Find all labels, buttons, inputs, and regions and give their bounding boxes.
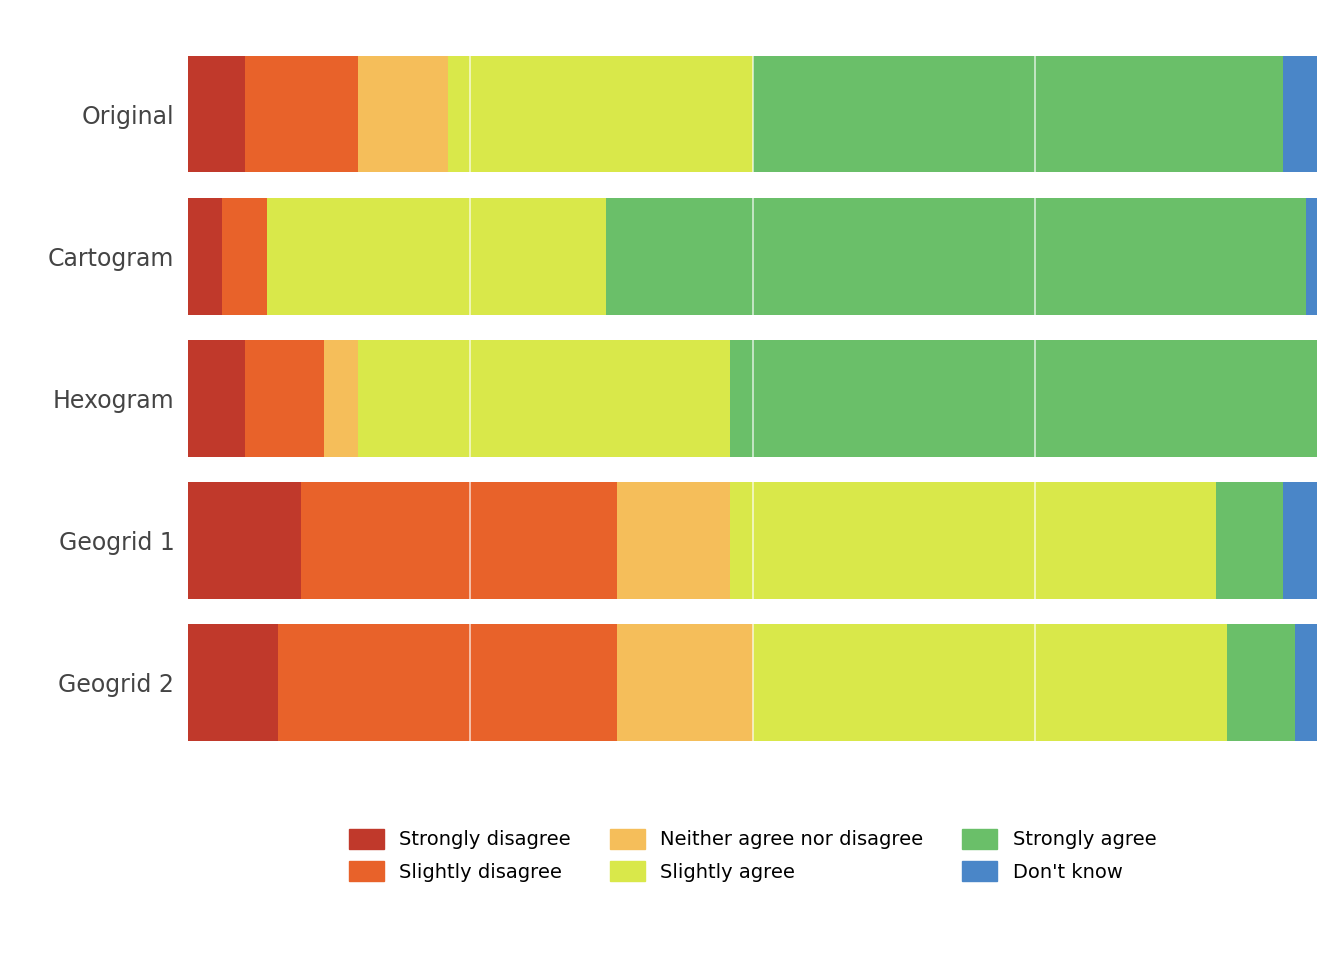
Bar bbox=[1306, 198, 1317, 315]
Bar bbox=[188, 340, 245, 457]
Bar bbox=[188, 624, 278, 741]
Bar bbox=[324, 340, 358, 457]
Bar bbox=[188, 482, 301, 599]
Bar bbox=[1294, 624, 1317, 741]
Bar bbox=[448, 56, 753, 173]
Bar bbox=[1227, 624, 1294, 741]
Bar bbox=[245, 340, 324, 457]
Bar bbox=[278, 624, 617, 741]
Bar bbox=[1284, 56, 1317, 173]
Bar bbox=[301, 482, 617, 599]
Bar bbox=[222, 198, 267, 315]
Bar bbox=[245, 56, 358, 173]
Bar bbox=[358, 340, 730, 457]
Bar bbox=[358, 56, 448, 173]
Bar bbox=[617, 624, 753, 741]
Bar bbox=[753, 56, 1284, 173]
Bar bbox=[1284, 482, 1317, 599]
Bar bbox=[753, 624, 1227, 741]
Bar bbox=[730, 340, 1317, 457]
Bar bbox=[267, 198, 606, 315]
Bar bbox=[606, 198, 1306, 315]
Bar bbox=[188, 56, 245, 173]
Bar bbox=[188, 198, 222, 315]
Bar bbox=[1215, 482, 1284, 599]
Legend: Strongly disagree, Slightly disagree, Neither agree nor disagree, Slightly agree: Strongly disagree, Slightly disagree, Ne… bbox=[339, 819, 1167, 891]
Bar bbox=[617, 482, 730, 599]
Bar bbox=[730, 482, 1215, 599]
